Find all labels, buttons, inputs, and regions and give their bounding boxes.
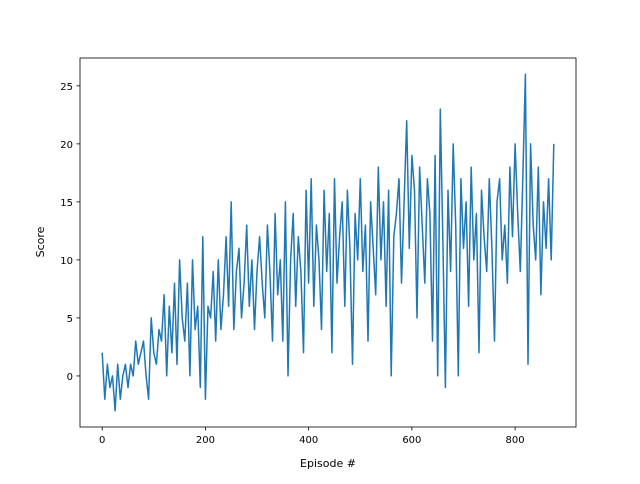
y-tick-label: 15 <box>60 198 73 209</box>
y-tick-label: 0 <box>67 372 73 383</box>
x-tick-label: 200 <box>196 435 215 446</box>
x-axis-label: Episode # <box>300 457 356 470</box>
y-axis-label: Score <box>34 226 47 257</box>
y-tick-label: 20 <box>60 140 73 151</box>
y-tick-label: 10 <box>60 256 73 267</box>
x-tick-label: 400 <box>299 435 318 446</box>
y-tick-label: 5 <box>67 314 73 325</box>
x-tick-label: 600 <box>402 435 421 446</box>
x-tick-label: 0 <box>99 435 105 446</box>
y-tick-label: 25 <box>60 82 73 93</box>
x-tick-label: 800 <box>506 435 525 446</box>
axes-frame <box>79 57 577 428</box>
score-series-line <box>101 73 555 412</box>
